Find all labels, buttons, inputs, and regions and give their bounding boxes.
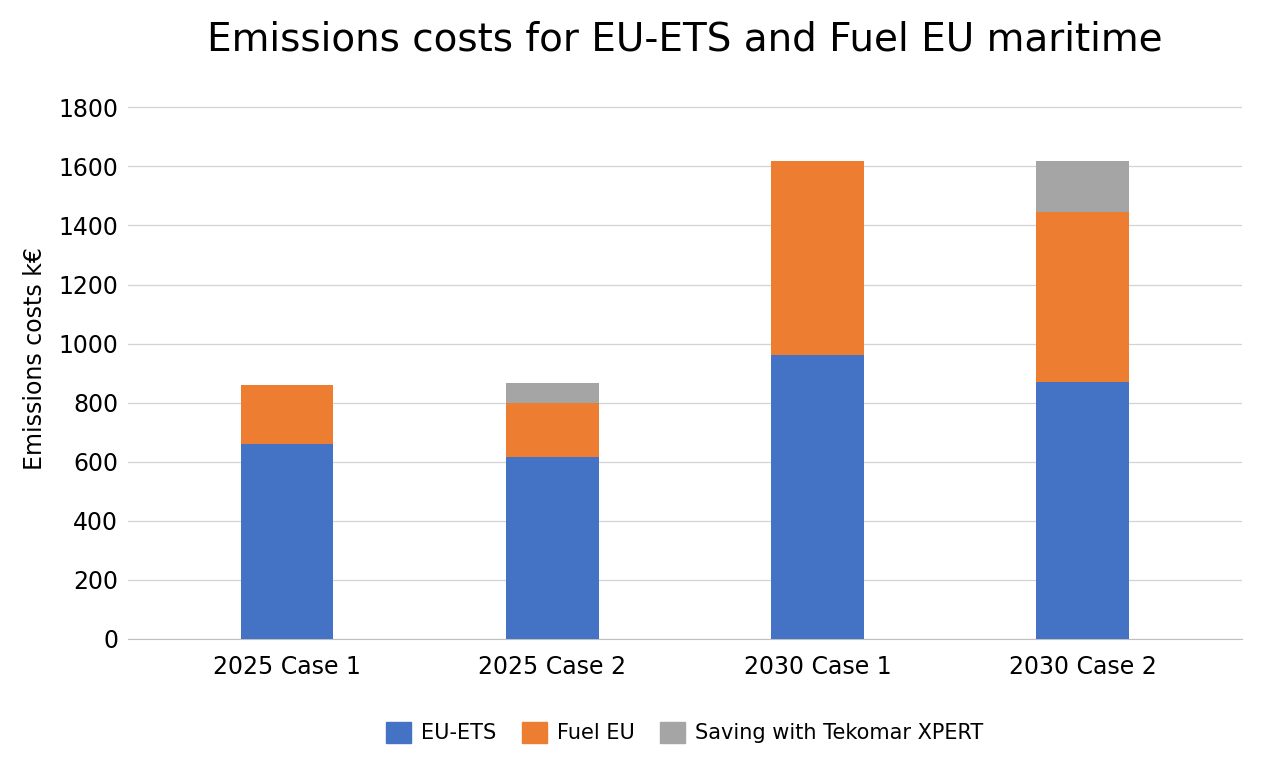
Bar [1036,160,1129,212]
Bar [506,457,599,639]
Bar [1036,212,1129,382]
Legend: EU-ETS, Fuel EU, Saving with Tekomar XPERT: EU-ETS, Fuel EU, Saving with Tekomar XPE… [378,714,992,752]
Bar [771,355,864,639]
Bar [506,403,599,457]
Bar [241,444,334,639]
Bar [1036,382,1129,639]
Bar [771,160,864,355]
Bar [241,385,334,444]
Title: Emissions costs for EU-ETS and Fuel EU maritime: Emissions costs for EU-ETS and Fuel EU m… [207,20,1162,58]
Bar [506,383,599,403]
Y-axis label: Emissions costs k€: Emissions costs k€ [23,247,47,470]
